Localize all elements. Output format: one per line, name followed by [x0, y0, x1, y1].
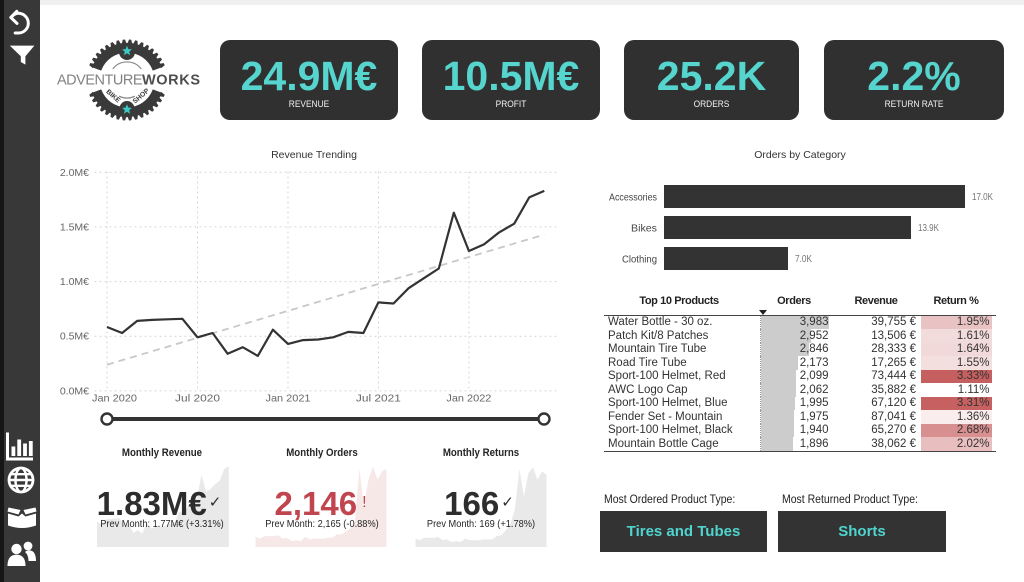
- svg-text:Jan 2021: Jan 2021: [266, 393, 311, 405]
- svg-text:7.0K: 7.0K: [795, 254, 812, 265]
- svg-text:13.9K: 13.9K: [918, 223, 939, 234]
- svg-text:Jul 2021: Jul 2021: [356, 393, 401, 405]
- svg-text:1.5M€: 1.5M€: [60, 221, 89, 233]
- svg-text:17.0K: 17.0K: [972, 192, 993, 203]
- svg-text:Accessories: Accessories: [609, 192, 657, 204]
- svg-text:ADVENTUREWORKS: ADVENTUREWORKS: [57, 73, 200, 89]
- svg-text:Jan 2022: Jan 2022: [446, 393, 491, 405]
- svg-text:2.0M€: 2.0M€: [60, 167, 89, 179]
- svg-text:Jul 2020: Jul 2020: [175, 393, 220, 405]
- svg-text:Jan 2020: Jan 2020: [92, 393, 137, 405]
- svg-text:1.0M€: 1.0M€: [60, 276, 89, 288]
- svg-text:Clothing: Clothing: [622, 254, 657, 266]
- svg-text:0.0M€: 0.0M€: [60, 385, 89, 397]
- svg-text:0.5M€: 0.5M€: [60, 331, 89, 343]
- svg-text:Bikes: Bikes: [631, 223, 657, 235]
